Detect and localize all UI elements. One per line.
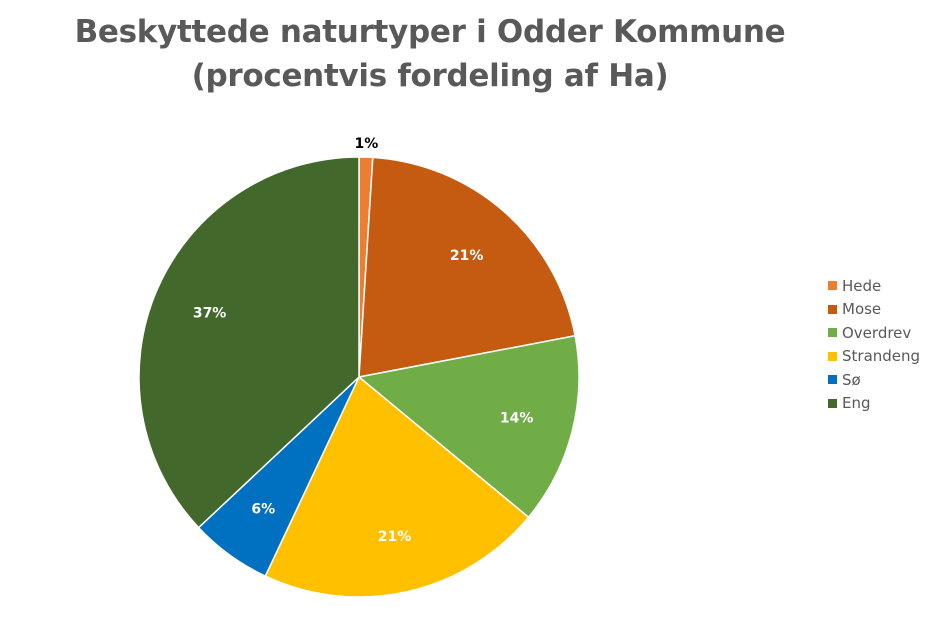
legend-item-eng: Eng [828,392,920,416]
legend-swatch-strandeng [828,351,837,361]
pie-slice-strandeng [264,375,530,598]
data-label-strandeng: 21% [378,529,412,545]
chart-legend: Hede Mose Overdrev Strandeng Sø Eng [828,274,920,415]
legend-item-soe: Sø [828,368,920,392]
legend-label-mose: Mose [842,300,882,319]
data-label-eng: 37% [193,305,227,321]
legend-label-strandeng: Strandeng [842,347,921,366]
legend-item-mose: Mose [828,298,920,322]
legend-label-hede: Hede [842,276,882,295]
legend-swatch-eng [828,398,837,408]
data-label-overdrev: 14% [500,410,534,426]
chart-title-line-2: (procentvis fordeling af Ha) [191,58,669,94]
data-label-soe: 6% [251,502,275,518]
legend-item-overdrev: Overdrev [828,321,920,345]
legend-swatch-overdrev [828,328,837,338]
legend-item-hede: Hede [828,274,920,298]
legend-swatch-mose [828,304,837,314]
legend-label-eng: Eng [842,394,871,413]
legend-swatch-soe [828,375,837,385]
pie-slice-mose [358,156,576,378]
data-label-mose: 21% [450,248,484,264]
legend-label-overdrev: Overdrev [842,323,912,342]
legend-item-strandeng: Strandeng [828,345,920,369]
data-label-hede: 1% [354,136,378,152]
pie-slice-overdrev [357,334,580,519]
legend-swatch-hede [828,281,837,291]
pie-slice-eng [138,156,360,529]
legend-label-soe: Sø [842,370,861,389]
chart-title-line-1: Beskyttede naturtyper i Odder Kommune [74,14,786,50]
